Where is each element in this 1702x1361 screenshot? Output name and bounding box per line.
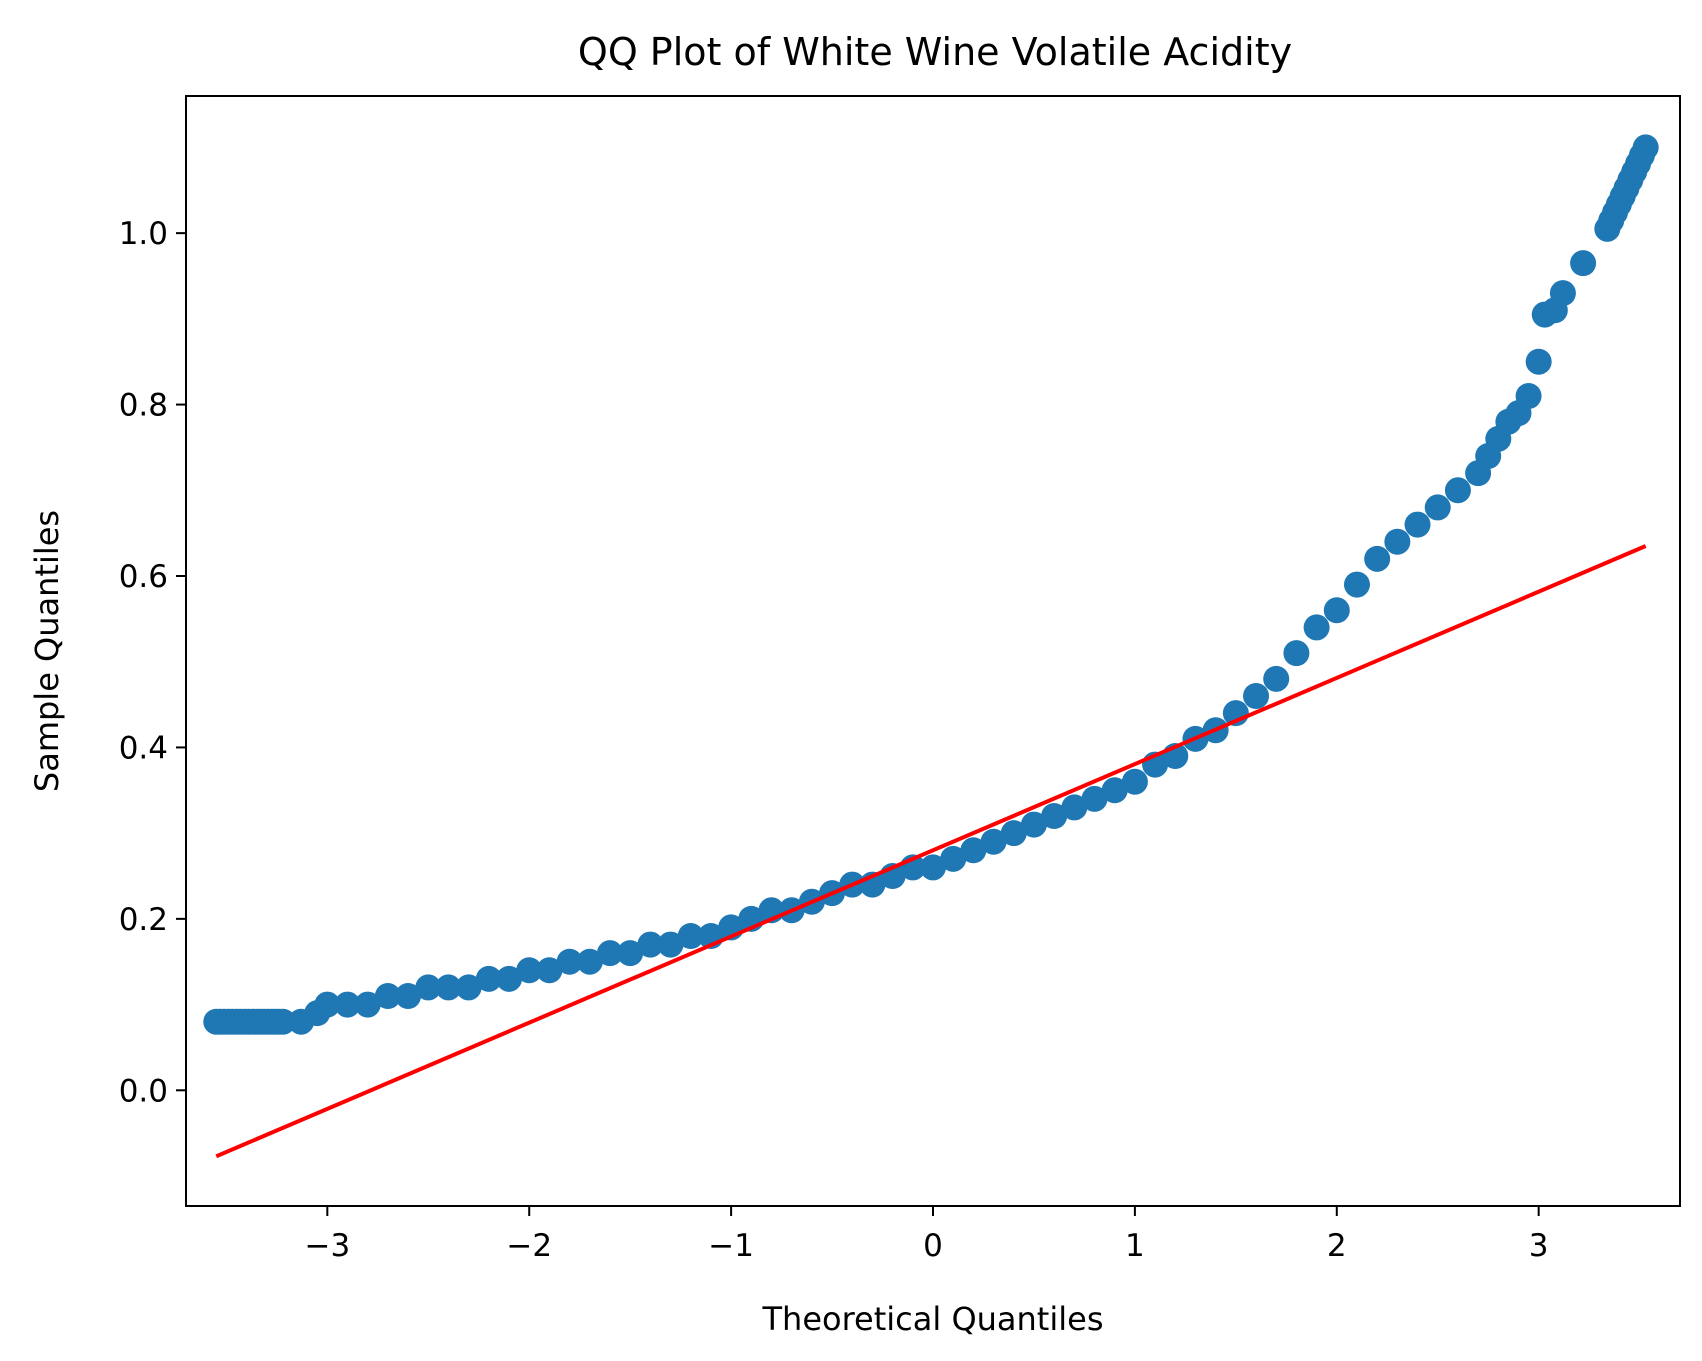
data-point [1020, 811, 1047, 838]
data-point [1424, 494, 1451, 521]
data-point-fill [1628, 142, 1655, 169]
data-point-fill [266, 1008, 293, 1035]
chart-title: QQ Plot of White Wine Volatile Acidity [578, 30, 1292, 74]
x-tick-label: 2 [1327, 1228, 1347, 1264]
data-point [1263, 665, 1290, 692]
x-tick-label: 3 [1529, 1228, 1549, 1264]
x-axis: −3 −2 −1 0 1 2 3 [304, 1206, 1549, 1264]
data-point [354, 991, 381, 1018]
x-tick-label: −3 [304, 1228, 350, 1264]
data-point [536, 957, 563, 984]
data-point [1549, 280, 1576, 307]
data-point [1000, 820, 1027, 847]
data-point [1081, 785, 1108, 812]
data-point [940, 845, 967, 872]
y-tick-label: 0.6 [119, 559, 168, 595]
y-tick-label: 0.8 [119, 388, 168, 424]
x-axis-label: Theoretical Quantiles [762, 1300, 1104, 1338]
data-point [475, 965, 502, 992]
data-point [980, 828, 1007, 855]
data-point [1444, 477, 1471, 504]
data-point [1515, 383, 1542, 409]
data-point [516, 957, 543, 984]
data-point [1404, 511, 1431, 538]
reference-line [215, 544, 1647, 1159]
x-tick-label: 1 [1125, 1228, 1145, 1264]
data-point [1303, 614, 1330, 641]
data-point [1525, 348, 1552, 375]
axes-frame [185, 95, 1681, 1207]
y-axis-label: Sample Quantiles [28, 510, 66, 792]
data-point [1364, 545, 1391, 572]
data-point [677, 923, 704, 949]
data-point [556, 948, 583, 975]
data-point [1121, 768, 1148, 795]
data-point [415, 974, 442, 1001]
data-point [596, 940, 623, 967]
y-tick-label: 0.0 [119, 1073, 168, 1109]
y-tick-label: 1.0 [119, 216, 168, 252]
data-point [1041, 803, 1068, 829]
data-point [617, 940, 644, 967]
data-point [1384, 528, 1411, 555]
data-point [496, 965, 523, 992]
data-point [314, 991, 341, 1018]
y-tick-label: 0.4 [119, 730, 168, 766]
data-point [1243, 683, 1270, 709]
y-axis: 0.0 0.2 0.4 0.6 0.8 1.0 [119, 216, 186, 1109]
data-point [960, 837, 987, 864]
data-point [435, 974, 462, 1001]
data-point [1101, 777, 1128, 804]
x-tick-label: −1 [708, 1228, 754, 1264]
data-point [334, 991, 361, 1018]
data-point [374, 983, 401, 1009]
data-point [1061, 794, 1088, 821]
data-point [576, 948, 603, 975]
data-point [1570, 250, 1597, 277]
plot-area [203, 134, 1659, 1159]
x-tick-label: 0 [923, 1228, 943, 1264]
x-tick-label: −2 [506, 1228, 552, 1264]
data-point [1343, 571, 1370, 598]
data-point [657, 931, 684, 958]
data-point [1323, 597, 1350, 624]
data-point [1283, 640, 1310, 667]
y-tick-label: 0.2 [119, 902, 168, 938]
data-point [637, 931, 664, 958]
data-point [455, 974, 482, 1001]
data-point [395, 983, 422, 1009]
data-point [920, 854, 946, 881]
